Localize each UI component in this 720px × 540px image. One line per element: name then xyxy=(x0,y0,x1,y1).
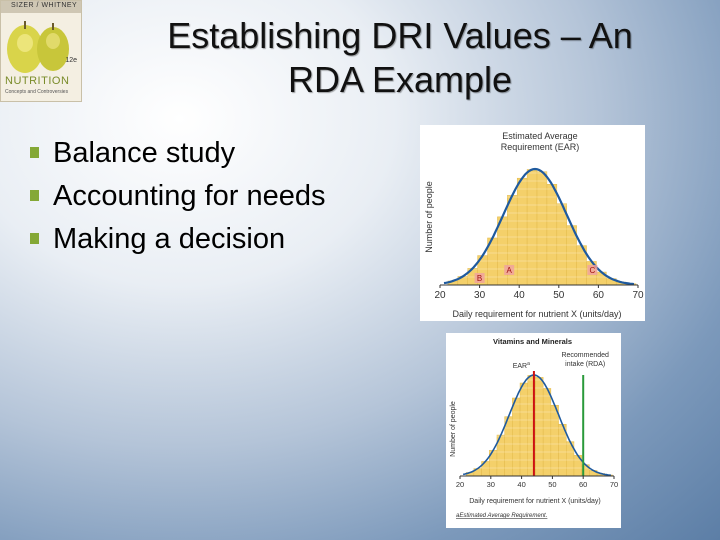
x-tick-label: 60 xyxy=(579,480,587,489)
ear-line-label: EARa xyxy=(513,361,530,370)
annotation-box xyxy=(587,265,598,275)
x-tick-label: 70 xyxy=(610,480,618,489)
slide-title: Establishing DRI Values – An RDA Example xyxy=(120,14,680,102)
book-cover-logo: SIZER / WHITNEY 12e NUTRITION Concepts a… xyxy=(0,0,82,102)
annotation-box xyxy=(504,265,515,275)
slide-title-line2: RDA Example xyxy=(287,59,513,100)
histogram-bar xyxy=(512,397,521,477)
x-tick-label: 20 xyxy=(434,290,446,301)
cover-authors: SIZER / WHITNEY xyxy=(11,2,78,9)
bullet-square-icon xyxy=(30,147,39,158)
bullet-item: Accounting for needs xyxy=(30,175,360,218)
histogram-bar xyxy=(504,416,513,477)
histogram-bar xyxy=(542,388,552,477)
bullet-text: Accounting for needs xyxy=(53,180,326,212)
x-tick-label: 50 xyxy=(548,480,556,489)
cover-edition: 12e xyxy=(65,57,77,64)
x-tick-label: 70 xyxy=(632,290,644,301)
x-tick-label: 40 xyxy=(514,290,526,301)
annotation-box xyxy=(474,273,485,283)
histogram-bar xyxy=(536,171,548,286)
ear-chart: Estimated Average Requirement (EAR) Numb… xyxy=(420,125,645,321)
histogram-bar xyxy=(535,377,544,477)
y-axis-label: Number of people xyxy=(424,181,434,253)
histogram-bar xyxy=(550,404,559,477)
cover-band xyxy=(1,1,81,13)
distribution-curve xyxy=(443,167,635,286)
cover-brand: NUTRITION xyxy=(5,75,70,87)
x-tick-label: 50 xyxy=(553,290,565,301)
histogram-bar xyxy=(519,382,529,477)
x-tick-label: 40 xyxy=(517,480,525,489)
histogram-bar xyxy=(526,169,538,286)
rda-line-label: Recommended xyxy=(561,352,609,359)
bullet-square-icon xyxy=(30,233,39,244)
slide-title-line1: Establishing DRI Values – An xyxy=(167,15,633,56)
bullet-item: Balance study xyxy=(30,132,360,175)
x-tick-label: 30 xyxy=(487,480,495,489)
bullet-text: Balance study xyxy=(53,137,236,169)
histogram-bar xyxy=(546,184,558,286)
annotation-label: C xyxy=(590,266,596,275)
ear-figure: Estimated Average Requirement (EAR) Numb… xyxy=(420,125,645,321)
bullet-item: Making a decision xyxy=(30,218,360,261)
rda-figure: Vitamins and Minerals Number of people E… xyxy=(446,333,621,528)
cover-subtitle: Concepts and Controversies xyxy=(5,89,69,95)
x-tick-label: 60 xyxy=(593,290,605,301)
chart-title-line1: Estimated Average xyxy=(502,131,577,141)
rda-chart: Vitamins and Minerals Number of people E… xyxy=(446,333,621,528)
bullet-square-icon xyxy=(30,190,39,201)
chart-footnote: aEstimated Average Requirement. xyxy=(456,513,547,519)
x-axis-label: Daily requirement for nutrient X (units/… xyxy=(469,498,601,505)
annotation-label: B xyxy=(477,274,482,283)
bullet-text: Making a decision xyxy=(53,223,286,255)
chart-header: Vitamins and Minerals xyxy=(493,337,572,346)
annotation-label: A xyxy=(507,266,513,275)
chart-title-line2: Requirement (EAR) xyxy=(501,142,580,152)
x-axis-label: Daily requirement for nutrient X (units/… xyxy=(452,309,621,319)
x-tick-label: 30 xyxy=(474,290,486,301)
y-axis-label: Number of people xyxy=(450,401,457,457)
bullet-list: Balance study Accounting for needs Makin… xyxy=(30,132,360,261)
rda-line-label: intake (RDA) xyxy=(565,361,605,368)
histogram-bar xyxy=(556,203,567,286)
distribution-curve xyxy=(462,374,611,476)
x-tick-label: 20 xyxy=(456,480,464,489)
pear-illustration xyxy=(7,21,69,73)
